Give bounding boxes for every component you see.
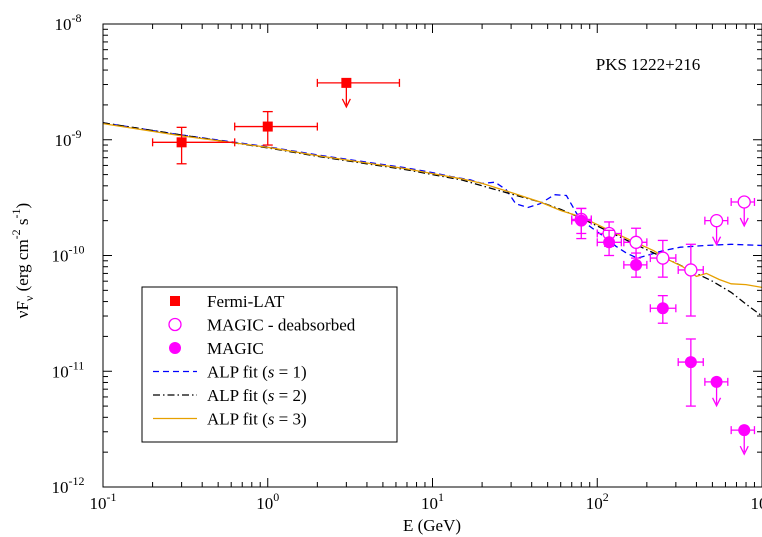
data-point-circle-filled <box>704 375 729 408</box>
fit-curve-dashed <box>103 122 762 259</box>
legend-label: ALP fit (s = 2) <box>207 386 307 405</box>
y-tick-label: 10-10 <box>52 243 85 266</box>
upper-limit-arrow-head <box>739 217 749 228</box>
fit-curve-dashdot <box>103 122 762 317</box>
open-circle-marker <box>656 251 670 265</box>
legend-label: MAGIC - deabsorbed <box>207 316 356 335</box>
data-point-circle-open <box>677 243 704 317</box>
x-tick-label: 102 <box>586 490 609 513</box>
open-circle-marker <box>629 235 643 249</box>
legend-label: Fermi-LAT <box>207 292 285 311</box>
legend-box <box>141 286 398 443</box>
data-point-circle-filled <box>623 252 648 278</box>
data-point-circle-open <box>730 195 756 228</box>
x-axis-label: E (GeV) <box>403 516 461 535</box>
open-circle-marker <box>737 195 751 209</box>
filled-circle-marker <box>738 424 751 437</box>
y-tick-label: 10-11 <box>52 358 85 381</box>
data-point-circle-filled <box>571 207 592 240</box>
open-circle-marker <box>684 263 698 277</box>
upper-limit-arrow-head <box>711 236 722 247</box>
data-point-square-filled <box>316 77 401 109</box>
y-axis-label-text: νFν (erg cm-2 s-1) <box>9 203 36 318</box>
y-tick-label: 10-9 <box>55 127 82 150</box>
x-tick-label: 100 <box>256 490 279 513</box>
legend-label: ALP fit (s = 1) <box>207 363 307 382</box>
data-point-square-filled <box>234 110 318 146</box>
filled-circle-marker <box>603 236 616 249</box>
data-points <box>151 77 756 456</box>
legend-open-circle-swatch <box>168 317 182 332</box>
x-tick-label: 10-1 <box>90 490 117 513</box>
y-tick-label: 10-8 <box>55 11 82 34</box>
data-point-circle-filled <box>677 338 704 407</box>
x-tick-label: 101 <box>421 490 444 513</box>
data-point-circle-filled <box>649 294 677 324</box>
legend-label: MAGIC <box>207 339 264 358</box>
y-tick-label: 10-12 <box>52 474 85 497</box>
legend-label: ALP fit (s = 3) <box>207 410 307 429</box>
data-point-circle-open <box>704 214 729 247</box>
data-point-square-filled <box>151 126 236 165</box>
filled-circle-marker <box>630 258 643 271</box>
source-annotation: PKS 1222+216 <box>596 55 701 74</box>
axes: 10-1 100 101 102 103 10-12 10-11 10-10 10-9 10-8 <box>52 11 762 513</box>
square-marker <box>341 77 352 88</box>
x-tick-label: 103 <box>751 490 762 513</box>
legend-filled-circle-swatch <box>169 342 181 354</box>
filled-circle-marker <box>684 356 697 369</box>
data-point-circle-open <box>623 227 648 259</box>
filled-circle-marker <box>575 214 588 227</box>
upper-limit-arrow-head <box>711 397 722 408</box>
square-marker <box>176 137 187 148</box>
data-point-circle-open <box>649 239 677 278</box>
upper-limit-arrow-head <box>739 445 749 456</box>
legend-square-swatch <box>170 296 180 306</box>
y-axis-label: νFν (erg cm-2 s-1) <box>9 203 36 318</box>
filled-circle-marker <box>710 375 723 388</box>
open-circle-marker <box>709 214 724 228</box>
data-point-circle-filled <box>730 424 756 456</box>
filled-circle-marker <box>656 302 669 315</box>
legend: Fermi-LAT MAGIC - deabsorbed MAGIC ALP fit … <box>141 286 398 443</box>
square-marker <box>262 121 273 132</box>
data-point-circle-filled <box>596 229 622 257</box>
upper-limit-arrow-head <box>341 98 351 109</box>
